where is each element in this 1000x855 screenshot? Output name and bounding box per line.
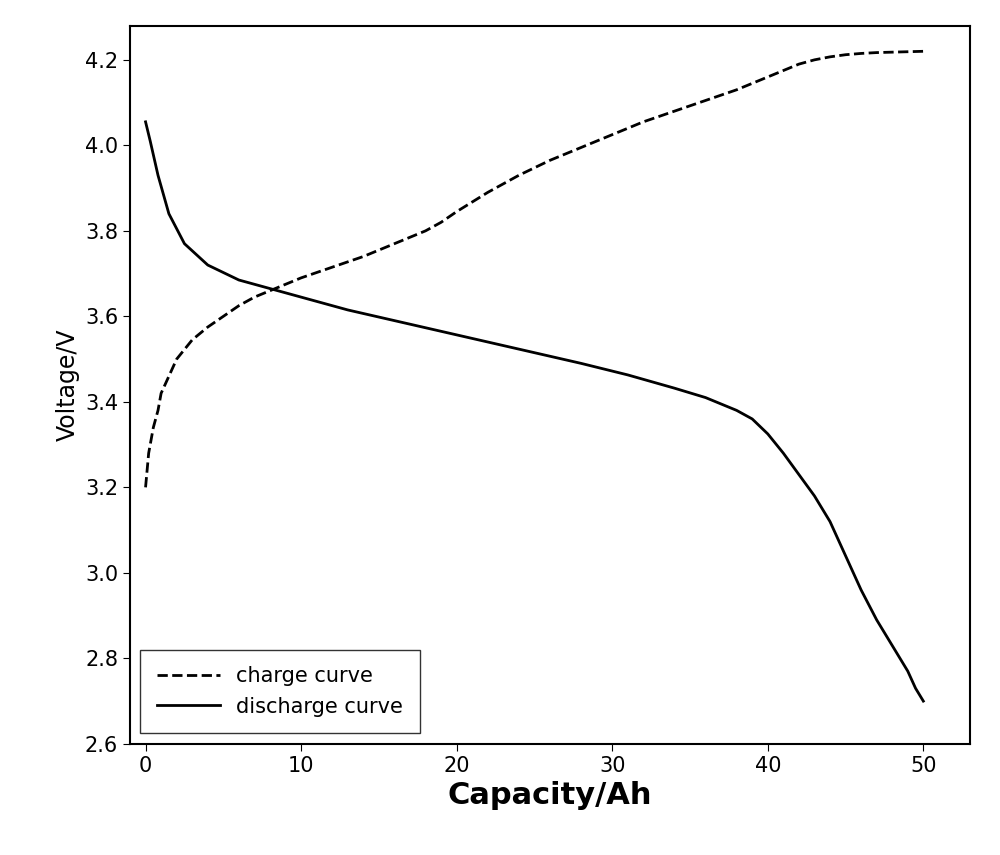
- charge curve: [777, 65, 789, 75]
- discharge curve: [746, 414, 758, 424]
- charge curve: [871, 47, 883, 58]
- discharge curve: [144, 136, 156, 146]
- charge curve: [143, 448, 155, 458]
- discharge curve: [202, 260, 214, 270]
- discharge curve: [840, 551, 852, 561]
- charge curve: [171, 354, 183, 364]
- charge curve: [917, 46, 929, 56]
- discharge curve: [295, 292, 307, 302]
- discharge curve: [762, 428, 774, 439]
- charge curve: [217, 311, 229, 321]
- discharge curve: [388, 315, 400, 326]
- discharge curve: [917, 696, 929, 706]
- charge curve: [202, 321, 214, 332]
- charge curve: [233, 300, 245, 310]
- charge curve: [808, 55, 820, 65]
- charge curve: [295, 273, 307, 283]
- charge curve: [357, 251, 369, 262]
- charge curve: [152, 405, 164, 416]
- charge curve: [700, 95, 712, 105]
- charge curve: [326, 262, 338, 272]
- charge curve: [513, 170, 525, 180]
- charge curve: [280, 279, 292, 289]
- Line: discharge curve: discharge curve: [146, 122, 923, 701]
- charge curve: [544, 156, 556, 166]
- charge curve: [388, 239, 400, 249]
- discharge curve: [777, 448, 789, 458]
- charge curve: [264, 286, 276, 296]
- discharge curve: [575, 358, 587, 369]
- discharge curve: [342, 304, 354, 315]
- discharge curve: [482, 337, 494, 347]
- discharge curve: [910, 683, 922, 693]
- charge curve: [731, 85, 743, 95]
- discharge curve: [793, 469, 805, 480]
- charge curve: [451, 206, 463, 216]
- discharge curve: [871, 615, 883, 625]
- charge curve: [840, 50, 852, 60]
- discharge curve: [163, 209, 175, 219]
- discharge curve: [264, 284, 276, 294]
- discharge curve: [528, 347, 540, 357]
- charge curve: [420, 226, 432, 236]
- charge curve: [140, 482, 152, 492]
- discharge curve: [140, 117, 152, 127]
- discharge curve: [435, 326, 447, 336]
- charge curve: [793, 59, 805, 69]
- charge curve: [668, 106, 680, 116]
- discharge curve: [622, 369, 634, 380]
- charge curve: [163, 371, 175, 381]
- charge curve: [248, 292, 260, 302]
- charge curve: [855, 48, 867, 58]
- charge curve: [186, 334, 198, 345]
- discharge curve: [824, 516, 836, 527]
- discharge curve: [855, 585, 867, 595]
- charge curve: [606, 129, 618, 139]
- charge curve: [155, 388, 167, 398]
- discharge curve: [668, 383, 680, 393]
- charge curve: [482, 187, 494, 198]
- charge curve: [762, 72, 774, 82]
- charge curve: [404, 232, 416, 242]
- Legend: charge curve, discharge curve: charge curve, discharge curve: [140, 650, 420, 734]
- discharge curve: [886, 640, 898, 651]
- charge curve: [637, 117, 649, 127]
- Y-axis label: Voltage/V: Voltage/V: [55, 328, 79, 441]
- discharge curve: [902, 666, 914, 676]
- charge curve: [902, 46, 914, 56]
- discharge curve: [178, 239, 190, 249]
- charge curve: [886, 47, 898, 57]
- charge curve: [435, 217, 447, 227]
- charge curve: [824, 51, 836, 62]
- charge curve: [147, 422, 159, 433]
- discharge curve: [731, 405, 743, 416]
- Line: charge curve: charge curve: [146, 51, 923, 487]
- charge curve: [575, 142, 587, 152]
- X-axis label: Capacity/Ah: Capacity/Ah: [448, 781, 652, 811]
- discharge curve: [700, 392, 712, 403]
- discharge curve: [808, 491, 820, 501]
- discharge curve: [152, 170, 164, 180]
- discharge curve: [233, 274, 245, 285]
